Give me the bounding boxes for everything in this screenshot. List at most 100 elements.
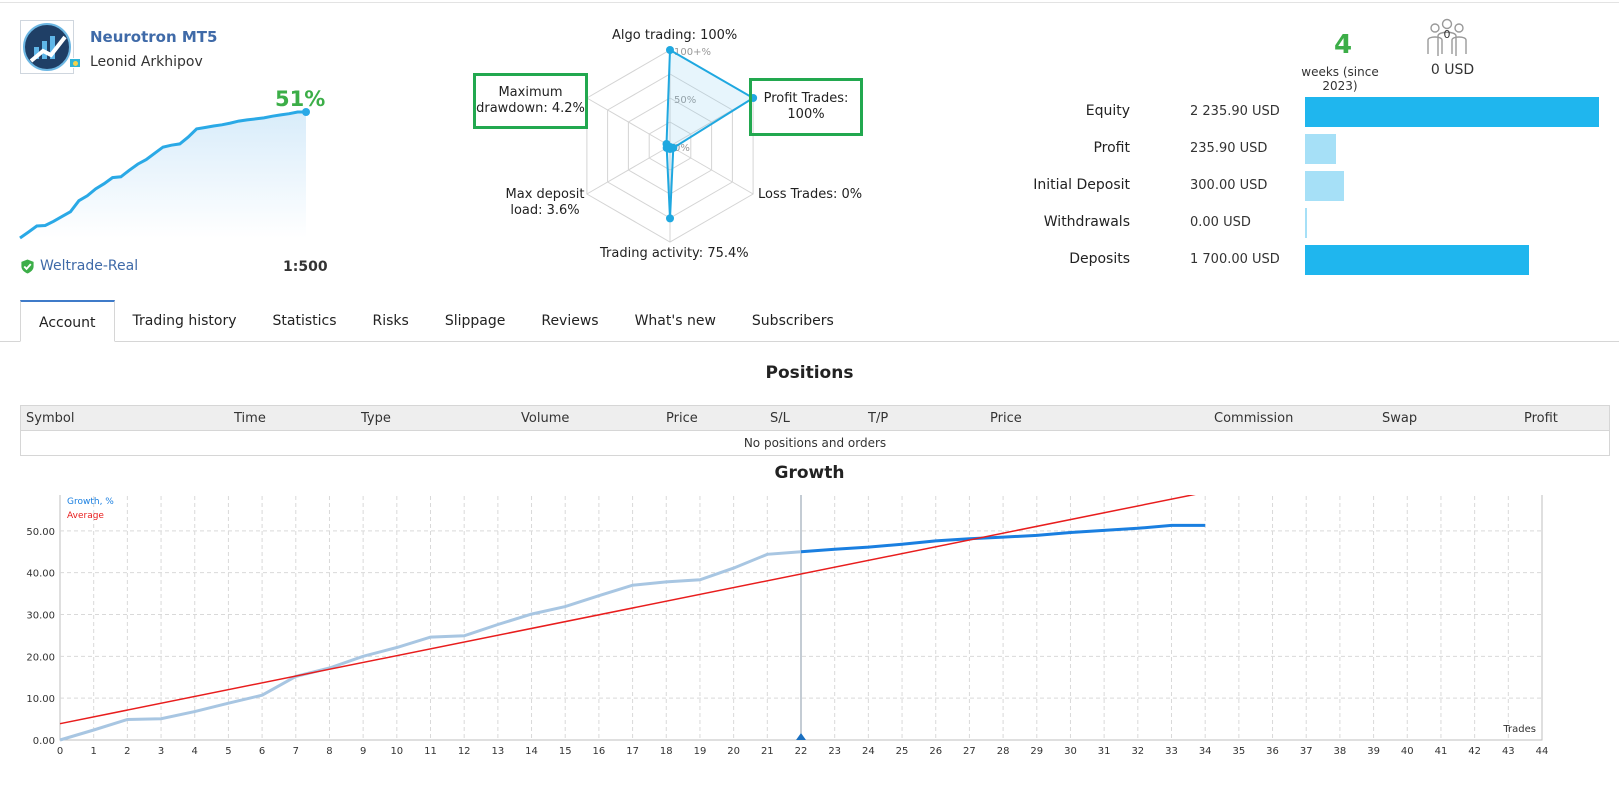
- x-tick-label: 38: [1334, 746, 1347, 757]
- radar-point: [666, 46, 674, 54]
- subscribers-icon: [1427, 18, 1467, 56]
- x-tick-label: 33: [1165, 746, 1178, 757]
- tab-statistics[interactable]: Statistics: [272, 313, 337, 329]
- current-marker-icon: [796, 733, 806, 740]
- legend-average: Average: [67, 511, 104, 521]
- subscribers-funds: 0 USD: [1430, 62, 1475, 78]
- col-type[interactable]: Type: [361, 411, 391, 426]
- radar-point: [666, 214, 674, 223]
- x-tick-label: 28: [997, 746, 1010, 757]
- y-tick-label: 50.00: [26, 527, 55, 538]
- stat-value: 0.00 USD: [1190, 215, 1251, 230]
- col-symbol[interactable]: Symbol: [26, 411, 75, 426]
- col-time[interactable]: Time: [234, 411, 266, 426]
- x-tick-label: 35: [1232, 746, 1245, 757]
- stat-label: Profit: [1093, 140, 1130, 156]
- tab-reviews[interactable]: Reviews: [541, 313, 599, 329]
- radar-area: [665, 48, 756, 219]
- col-s-l[interactable]: S/L: [770, 411, 790, 426]
- x-tick-label: 20: [727, 746, 740, 757]
- country-flag-icon: [69, 58, 81, 68]
- weeks-count: 4: [1333, 30, 1353, 60]
- x-tick-label: 41: [1435, 746, 1448, 757]
- x-tick-label: 10: [390, 746, 403, 757]
- radar-scale-50: 50%: [674, 95, 696, 106]
- x-tick-label: 21: [761, 746, 774, 757]
- col-price[interactable]: Price: [990, 411, 1022, 426]
- radar-label-loss-trades: Loss Trades: 0%: [758, 187, 863, 202]
- stat-row-withdrawals: Withdrawals 0.00 USD: [1000, 208, 1610, 238]
- x-tick-label: 26: [929, 746, 942, 757]
- y-tick-label: 0.00: [33, 736, 55, 747]
- stat-bar: [1305, 171, 1345, 201]
- positions-title: Positions: [765, 363, 854, 383]
- col-t-p[interactable]: T/P: [868, 411, 889, 426]
- x-tick-label: 37: [1300, 746, 1313, 757]
- x-tick-label: 12: [458, 746, 471, 757]
- x-tick-label: 27: [963, 746, 976, 757]
- growth-chart: 0.0010.0020.0030.0040.0050.0060.00012345…: [26, 495, 1548, 757]
- radar-spoke: [586, 97, 671, 147]
- radar-label-profit-trades: Profit Trades: 100%: [749, 78, 863, 136]
- radar-label-activity: Trading activity: 75.4%: [600, 246, 749, 261]
- leverage: 1:500: [283, 259, 328, 275]
- x-tick-label: 31: [1098, 746, 1111, 757]
- col-price[interactable]: Price: [666, 411, 698, 426]
- y-tick-label: 40.00: [26, 569, 55, 580]
- x-tick-label: 8: [326, 746, 332, 757]
- positions-empty-message: No positions and orders: [743, 436, 887, 450]
- x-tick-label: 6: [259, 746, 265, 757]
- sparkline-end-point: [302, 108, 310, 116]
- broker-link[interactable]: Weltrade-Real: [20, 258, 138, 274]
- gain-percent: 51%: [275, 87, 326, 111]
- radar-scale-0: 0%: [674, 143, 690, 154]
- stat-bar: [1305, 97, 1599, 127]
- tab-trading-history[interactable]: Trading history: [132, 313, 237, 329]
- average-series: [59, 495, 1196, 725]
- author-name[interactable]: Leonid Arkhipov: [90, 54, 203, 70]
- stat-label: Withdrawals: [1043, 214, 1130, 230]
- col-volume[interactable]: Volume: [521, 411, 570, 426]
- account-logo[interactable]: [20, 20, 74, 74]
- radar-label-algo: Algo trading: 100%: [612, 28, 738, 43]
- stat-row-profit: Profit 235.90 USD: [1000, 134, 1610, 164]
- radar-scale-100: 100+%: [674, 47, 711, 58]
- x-tick-label: 22: [795, 746, 808, 757]
- tab-subscribers[interactable]: Subscribers: [751, 313, 834, 329]
- y-tick-label: 30.00: [26, 611, 55, 622]
- x-tick-label: 43: [1502, 746, 1515, 757]
- stat-label: Initial Deposit: [1033, 177, 1130, 193]
- col-profit[interactable]: Profit: [1524, 411, 1558, 426]
- x-tick-label: 9: [360, 746, 366, 757]
- tab-risks[interactable]: Risks: [372, 313, 409, 329]
- x-tick-label: 17: [626, 746, 639, 757]
- tab-slippage[interactable]: Slippage: [444, 313, 506, 329]
- x-tick-label: 16: [593, 746, 606, 757]
- stat-bar: [1305, 208, 1307, 238]
- weeks-label: weeks (since 2023): [1301, 65, 1379, 93]
- stat-bar: [1305, 134, 1337, 164]
- radar-center-point: [665, 143, 675, 153]
- x-tick-label: 25: [896, 746, 909, 757]
- growth-series-recent: [800, 523, 1206, 554]
- growth-sparkline: [19, 108, 310, 240]
- growth-title: Growth: [774, 463, 845, 483]
- tab-what-s-new[interactable]: What's new: [634, 313, 716, 329]
- broker-name[interactable]: Weltrade-Real: [40, 258, 139, 274]
- account-name[interactable]: Neurotron MT5: [90, 28, 218, 46]
- x-tick-label: 0: [57, 746, 63, 757]
- x-tick-label: 13: [491, 746, 504, 757]
- risk-radar-chart: 100+% 50% 0%: [586, 46, 758, 243]
- x-tick-label: 42: [1468, 746, 1481, 757]
- x-tick-label: 15: [559, 746, 572, 757]
- col-commission[interactable]: Commission: [1214, 411, 1294, 426]
- col-swap[interactable]: Swap: [1382, 411, 1418, 426]
- tabs-divider: [0, 341, 1619, 342]
- tab-account[interactable]: Account: [20, 300, 115, 342]
- legend-growth: Growth, %: [67, 497, 114, 507]
- x-tick-label: 14: [525, 746, 538, 757]
- x-tick-label: 5: [225, 746, 231, 757]
- sparkline-line: [19, 110, 306, 240]
- x-tick-label: 1: [90, 746, 96, 757]
- positions-table: Symbol Time Type Volume Price S/L T/P Price Comm…: [20, 405, 1610, 456]
